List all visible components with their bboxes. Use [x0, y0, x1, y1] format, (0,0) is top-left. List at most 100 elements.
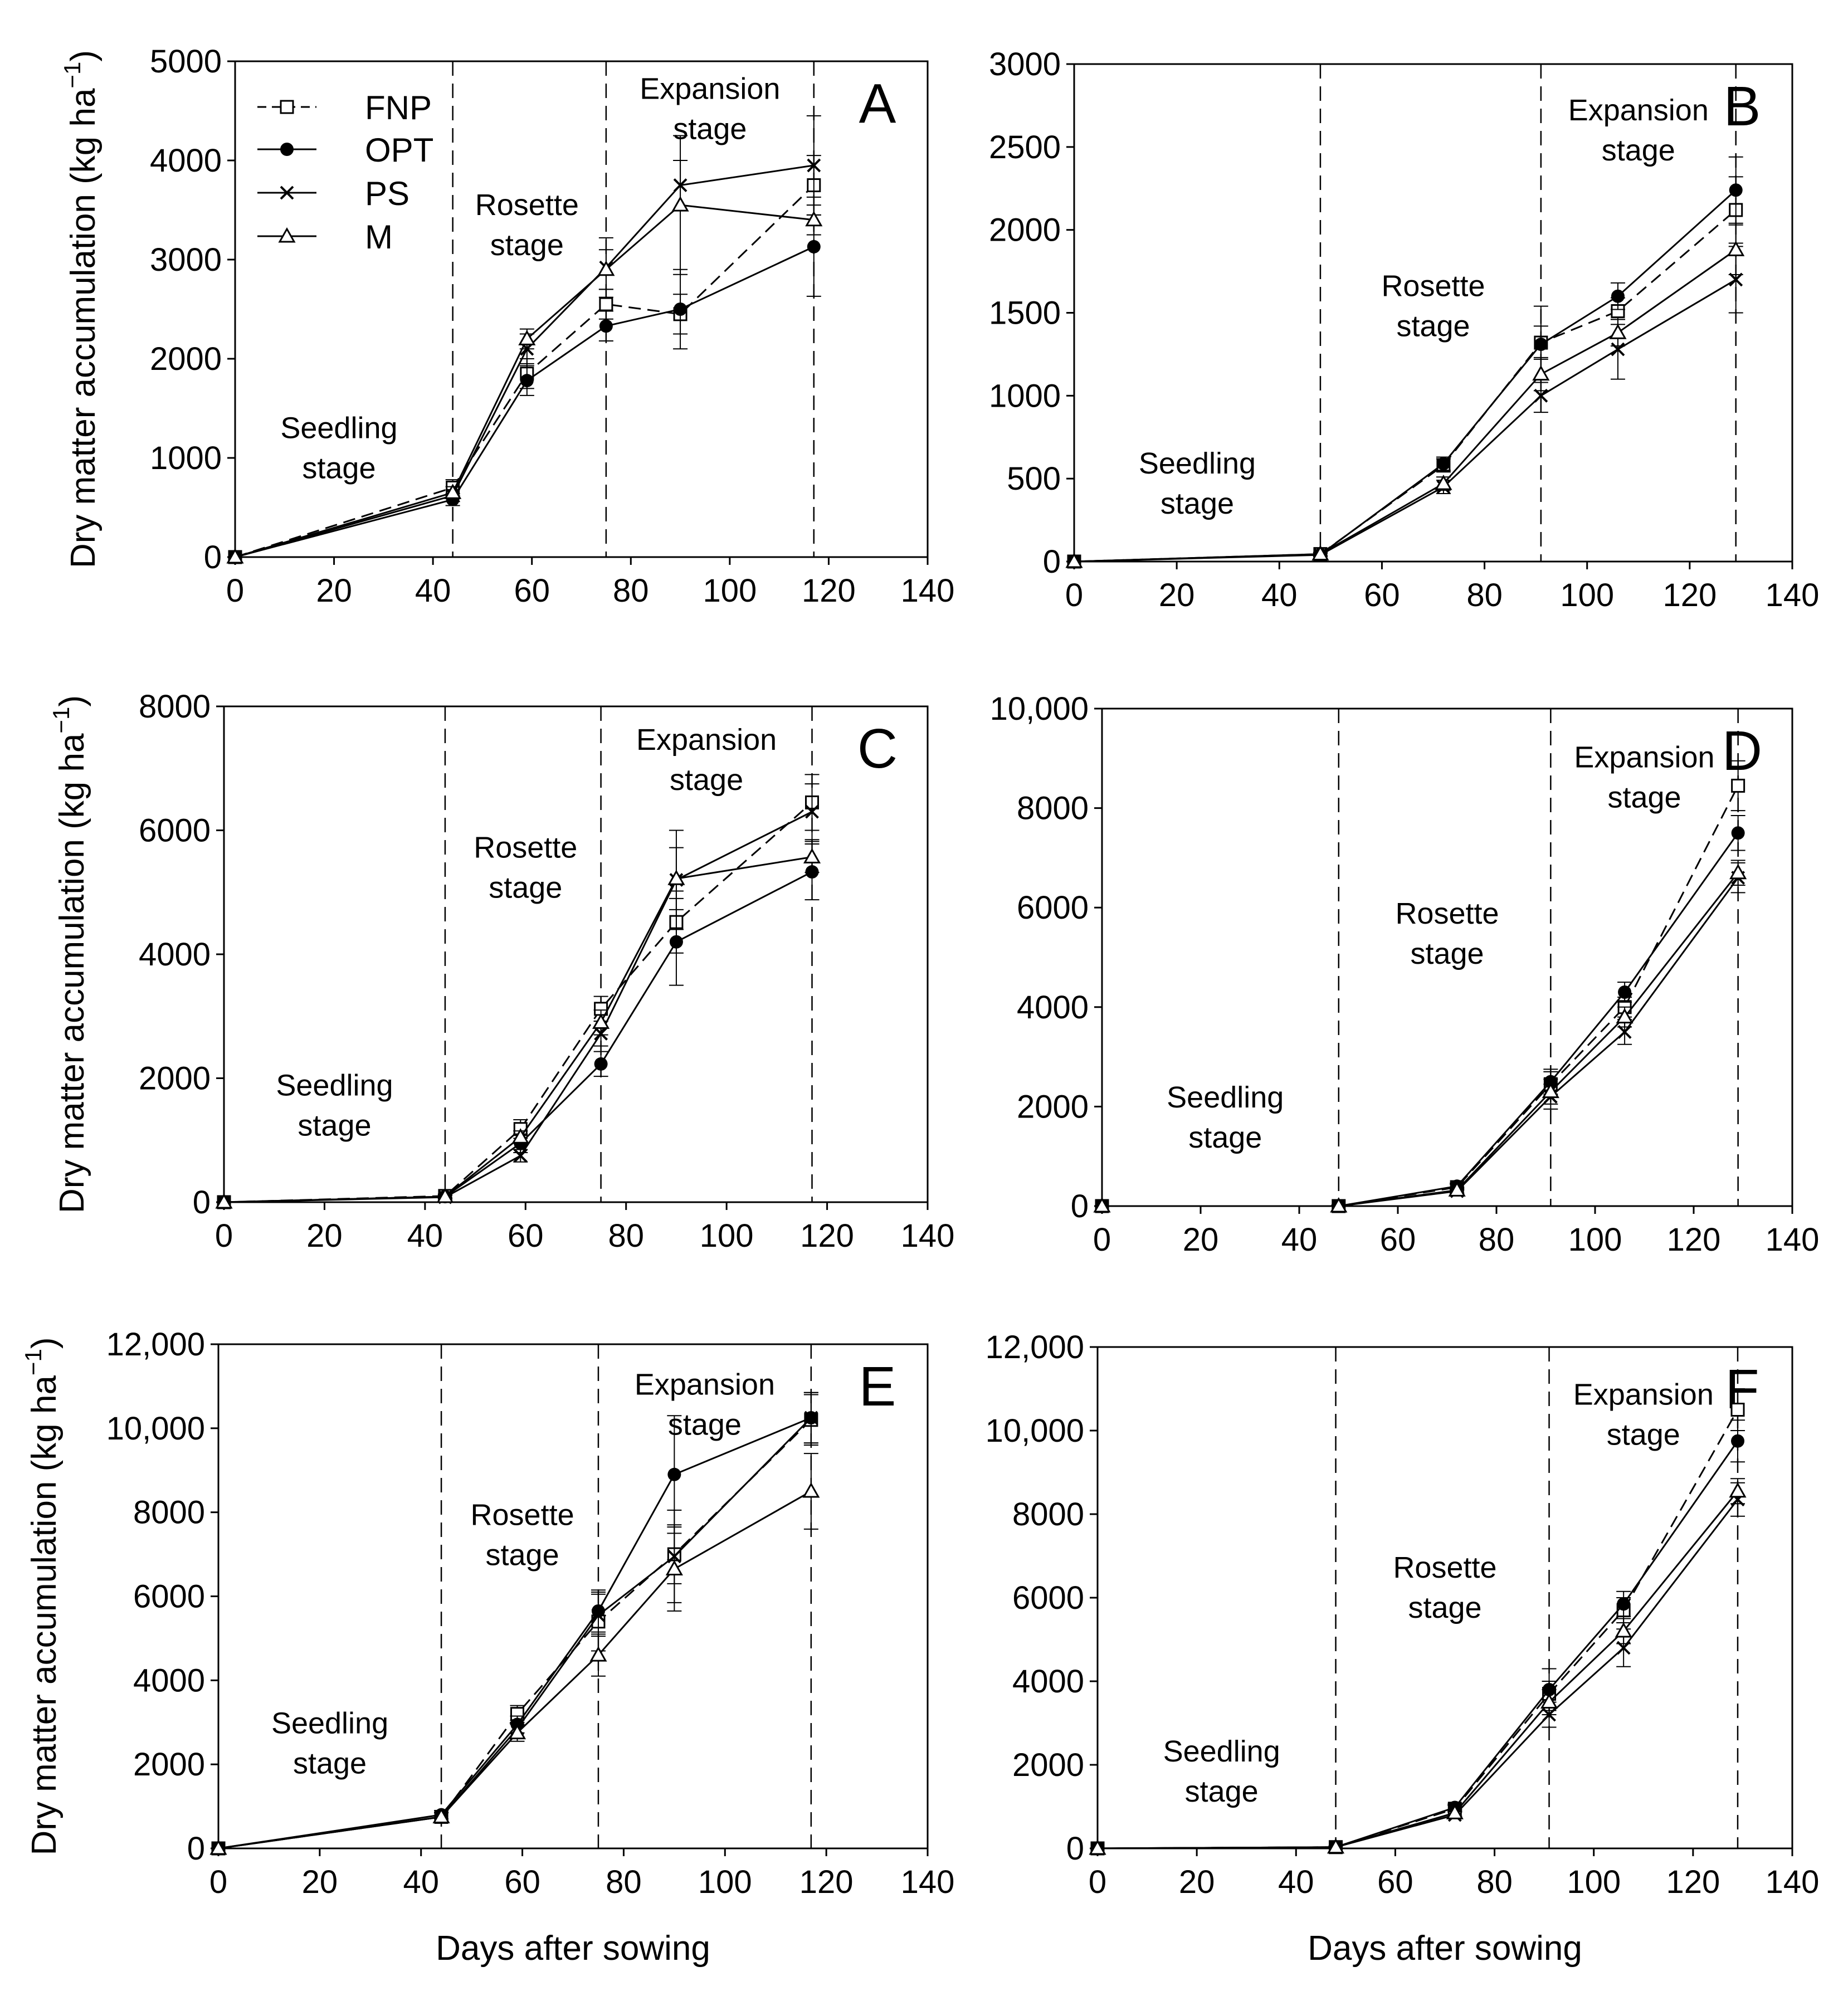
m-marker	[511, 1128, 529, 1144]
y-tick-label: 10,000	[990, 691, 1089, 727]
ps-marker	[807, 158, 821, 173]
x-tick-label: 80	[613, 573, 649, 609]
legend-label: PS	[365, 175, 409, 212]
series-m	[1089, 1478, 1747, 1855]
stage-label: stage	[1188, 1121, 1262, 1154]
y-tick-label: 4000	[150, 143, 222, 179]
ps-marker	[280, 186, 294, 200]
panel-letter: B	[1724, 75, 1761, 138]
m-marker	[226, 548, 244, 564]
panel-letter: E	[859, 1355, 896, 1418]
stage-label: stage	[1607, 1418, 1680, 1452]
y-tick-label: 2000	[150, 341, 222, 377]
x-tick-label: 80	[606, 1864, 642, 1900]
y-tick-label: 6000	[139, 813, 211, 849]
m-marker	[1065, 552, 1083, 568]
y-tick-label: 0	[204, 539, 222, 575]
plot-frame	[1101, 707, 1793, 1207]
y-tick-label: 6000	[133, 1579, 205, 1615]
series-line	[235, 164, 815, 558]
plot-frame	[234, 60, 929, 558]
x-tick-label: 100	[700, 1218, 754, 1254]
m-marker	[589, 1646, 607, 1662]
m-marker	[1446, 1804, 1464, 1819]
stage-label: stage	[293, 1746, 367, 1780]
y-tick-label: 8000	[139, 689, 211, 725]
series-line	[1097, 1490, 1739, 1850]
opt-marker	[669, 935, 683, 949]
x-tick-label: 60	[1380, 1222, 1416, 1258]
chart-panel-e: 0 20 40 60 80 100 120 140 0 2000 4000 6000 8000 10,00…	[20, 1326, 954, 1968]
m-marker	[1542, 1082, 1559, 1099]
x-tick-label: 120	[800, 1218, 854, 1254]
x-tick-label: 40	[1281, 1222, 1318, 1258]
x-tick-label: 120	[1667, 1222, 1721, 1258]
stage-label: stage	[670, 763, 743, 797]
opt-marker	[1534, 338, 1548, 352]
stage-label: Expansion	[1573, 1378, 1714, 1412]
y-tick-label: 2500	[989, 129, 1061, 165]
series-m	[1065, 224, 1745, 568]
x-tick-label: 40	[403, 1864, 439, 1900]
stage-label: stage	[1161, 487, 1234, 520]
series-m	[226, 135, 823, 564]
x-axis-title: Days after sowing	[436, 1929, 710, 1968]
x-tick-label: 100	[1568, 1222, 1622, 1258]
x-tick-label: 140	[1766, 577, 1820, 613]
y-tick-label: 500	[1007, 461, 1061, 497]
stage-label: Expansion	[640, 72, 780, 106]
stage-label: stage	[673, 113, 747, 146]
legend-item-fnp: FNP	[257, 89, 432, 126]
x-tick-label: 140	[901, 1864, 955, 1900]
fnp-marker	[280, 100, 294, 114]
stage-label: Seedling	[280, 411, 397, 445]
y-tick-label: 10,000	[106, 1411, 205, 1447]
m-marker	[1448, 1181, 1466, 1197]
x-axis-title: Days after sowing	[1308, 1929, 1582, 1968]
y-tick-label: 12,000	[986, 1329, 1084, 1365]
x-tick-label: 100	[703, 573, 757, 609]
stage-label: Expansion	[636, 723, 777, 757]
m-marker	[1093, 1197, 1111, 1213]
chart-panel-b: 0 20 40 60 80 100 120 140 0 500 1000 1500 2000 2500 30…	[989, 46, 1819, 613]
x-tick-label: 40	[415, 573, 451, 609]
m-marker	[518, 330, 536, 345]
m-marker	[802, 1482, 820, 1498]
y-tick-label: 0	[193, 1184, 211, 1221]
stage-label: Expansion	[1574, 740, 1714, 774]
x-tick-label: 120	[799, 1864, 854, 1900]
y-tick-label: 1500	[989, 295, 1061, 331]
x-tick-label: 140	[1766, 1864, 1820, 1900]
series-line	[1102, 872, 1739, 1207]
opt-marker	[674, 302, 687, 316]
x-tick-label: 0	[1089, 1864, 1106, 1900]
y-axis-title: Dry matter accumulation (kg ha−1)	[20, 1338, 64, 1856]
x-tick-label: 20	[1179, 1864, 1215, 1900]
m-marker	[1615, 1622, 1632, 1638]
x-tick-label: 40	[1261, 577, 1298, 613]
x-tick-label: 60	[514, 573, 550, 609]
y-tick-label: 4000	[1012, 1663, 1084, 1700]
y-tick-label: 8000	[1012, 1496, 1084, 1533]
y-tick-label: 2000	[1017, 1089, 1089, 1125]
opt-marker	[1611, 289, 1625, 303]
opt-marker	[1618, 985, 1632, 999]
m-marker	[1729, 1482, 1747, 1498]
x-tick-label: 0	[1093, 1222, 1111, 1258]
fnp-marker	[599, 297, 613, 311]
x-tick-label: 140	[1766, 1222, 1820, 1258]
stage-label: stage	[490, 228, 564, 262]
x-tick-label: 60	[1364, 577, 1400, 613]
stage-label: stage	[489, 871, 562, 904]
y-tick-label: 8000	[1017, 790, 1089, 827]
ps-marker	[591, 1608, 606, 1622]
y-axis-title: Dry matter accumulation (kg ha−1)	[48, 695, 91, 1213]
y-tick-label: 6000	[1017, 890, 1089, 926]
legend-label: OPT	[365, 131, 433, 169]
stage-label: stage	[302, 451, 376, 485]
series-m	[1093, 860, 1747, 1213]
m-marker	[592, 1013, 610, 1029]
m-marker	[278, 227, 296, 243]
ps-marker	[805, 804, 819, 819]
chart-panel-d: 0 20 40 60 80 100 120 140 0 2000 4000 6000 8000 10,00…	[990, 691, 1820, 1258]
